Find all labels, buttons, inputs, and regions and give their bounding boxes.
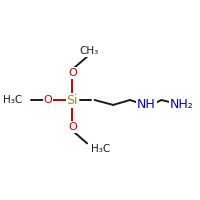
Text: H₃C: H₃C <box>3 95 22 105</box>
Text: NH₂: NH₂ <box>170 98 194 111</box>
Text: O: O <box>68 122 77 132</box>
Text: H₃C: H₃C <box>91 144 110 154</box>
Text: Si: Si <box>67 94 78 106</box>
Text: O: O <box>68 68 77 78</box>
Text: CH₃: CH₃ <box>79 46 99 56</box>
Text: O: O <box>44 95 53 105</box>
Text: NH: NH <box>137 98 156 111</box>
